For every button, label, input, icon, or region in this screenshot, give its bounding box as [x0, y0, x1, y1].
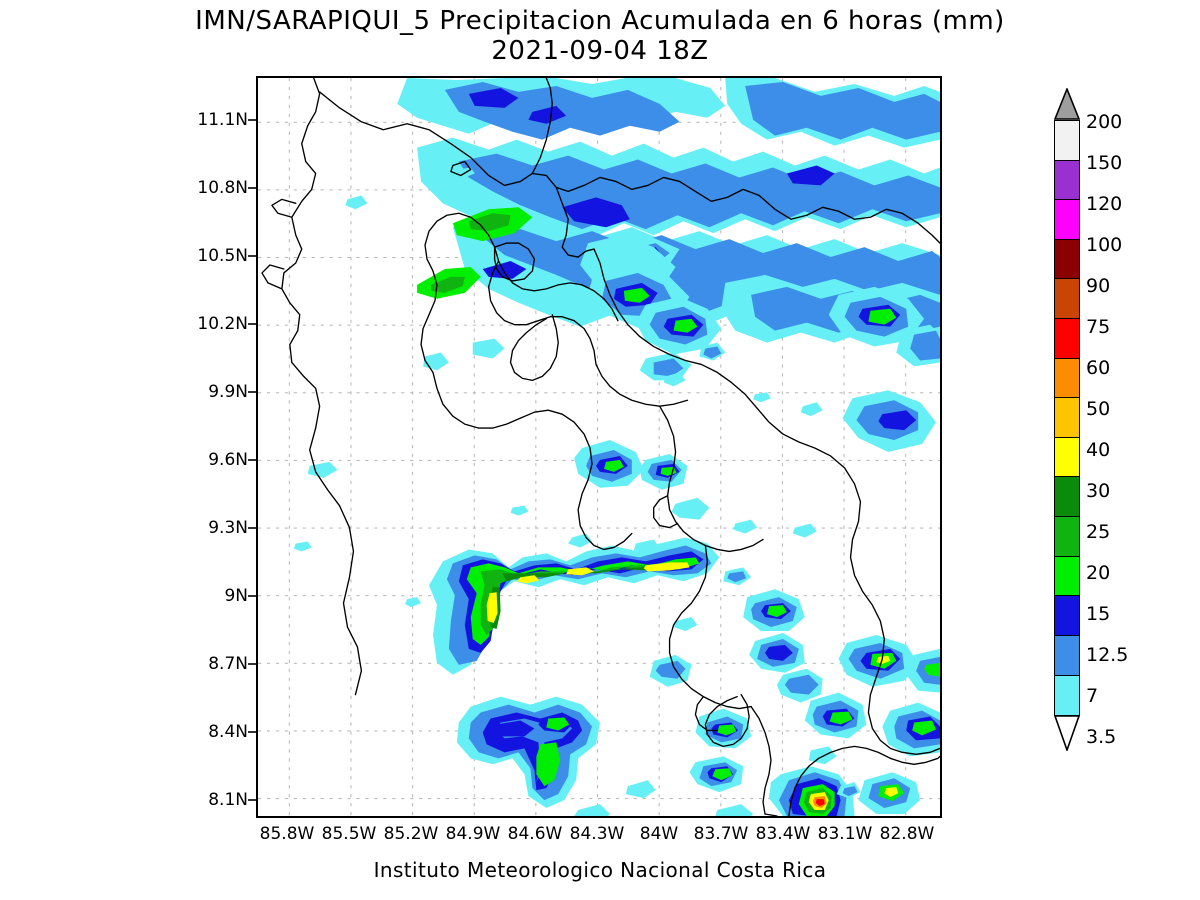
y-tick-7: 9N [224, 586, 248, 606]
colorbar-tick-7: 7 [1086, 685, 1099, 707]
colorbar-tick-20: 20 [1086, 562, 1111, 584]
x-tick-0: 85.8W [259, 824, 315, 844]
colorbar-tick-75: 75 [1086, 316, 1111, 338]
x-tick-6: 84W [639, 824, 679, 844]
x-tick-8: 83.4W [755, 824, 811, 844]
colorbar-swatch-4[interactable] [1054, 278, 1080, 320]
colorbar-tick-90: 90 [1086, 275, 1111, 297]
colorbar-swatch-9[interactable] [1054, 476, 1080, 518]
colorbar-tick-200: 200 [1086, 111, 1123, 133]
colorbar-tick-120: 120 [1086, 193, 1123, 215]
colorbar-tick-25: 25 [1086, 521, 1111, 543]
y-tick-0: 11.1N [197, 110, 248, 130]
colorbar-tick-15: 15 [1086, 603, 1111, 625]
colorbar-tick-50: 50 [1086, 398, 1111, 420]
colorbar-cap-top [1053, 86, 1081, 120]
colorbar-swatch-14[interactable] [1054, 674, 1080, 716]
colorbar-swatch-8[interactable] [1054, 436, 1080, 478]
colorbar-tick-100: 100 [1086, 234, 1123, 256]
colorbar-swatch-12[interactable] [1054, 595, 1080, 637]
y-tick-8: 8.7N [208, 654, 248, 674]
colorbar-swatch-10[interactable] [1054, 516, 1080, 558]
x-tick-3: 84.9W [445, 824, 501, 844]
x-tick-1: 85.5W [321, 824, 377, 844]
x-tick-10: 82.8W [879, 824, 935, 844]
colorbar-swatch-5[interactable] [1054, 318, 1080, 360]
colorbar-swatch-13[interactable] [1054, 634, 1080, 676]
colorbar-tick-12.5: 12.5 [1086, 644, 1129, 666]
colorbar-tick-150: 150 [1086, 152, 1123, 174]
colorbar-tick-40: 40 [1086, 439, 1111, 461]
colorbar-swatch-6[interactable] [1054, 357, 1080, 399]
colorbar-swatch-3[interactable] [1054, 238, 1080, 280]
y-tick-4: 9.9N [208, 382, 248, 402]
colorbar[interactable] [1054, 120, 1080, 716]
colorbar-cap-bottom [1053, 715, 1081, 755]
colorbar-swatch-0[interactable] [1054, 120, 1080, 161]
coastline-overlay [261, 78, 940, 816]
colorbar-swatch-11[interactable] [1054, 555, 1080, 597]
y-tick-2: 10.5N [197, 246, 248, 266]
y-tick-1: 10.8N [197, 178, 248, 198]
x-tick-5: 84.3W [569, 824, 625, 844]
x-tick-7: 83.7W [693, 824, 749, 844]
x-tick-4: 84.6W [507, 824, 563, 844]
chart-subtitle: 2021-09-04 18Z [491, 36, 709, 66]
colorbar-tick-60: 60 [1086, 357, 1111, 379]
y-tick-3: 10.2N [197, 314, 248, 334]
precipitation-contours [293, 78, 940, 816]
colorbar-swatch-2[interactable] [1054, 199, 1080, 241]
footer-attribution: Instituto Meteorologico Nacional Costa R… [373, 858, 827, 882]
y-tick-6: 9.3N [208, 518, 248, 538]
y-tick-5: 9.6N [208, 450, 248, 470]
y-tick-9: 8.4N [208, 722, 248, 742]
colorbar-swatch-7[interactable] [1054, 397, 1080, 439]
x-tick-2: 85.2W [383, 824, 439, 844]
y-tick-10: 8.1N [208, 790, 248, 810]
colorbar-tick-3.5: 3.5 [1086, 726, 1117, 748]
chart-title-block: IMN/SARAPIQUI_5 Precipitacion Acumulada … [0, 6, 1200, 66]
colorbar-tick-30: 30 [1086, 480, 1111, 502]
map-canvas [258, 78, 940, 816]
x-tick-9: 83.1W [817, 824, 873, 844]
colorbar-swatch-1[interactable] [1054, 159, 1080, 201]
page-title: IMN/SARAPIQUI_5 Precipitacion Acumulada … [195, 6, 1005, 36]
precipitation-map-plot [256, 76, 942, 818]
